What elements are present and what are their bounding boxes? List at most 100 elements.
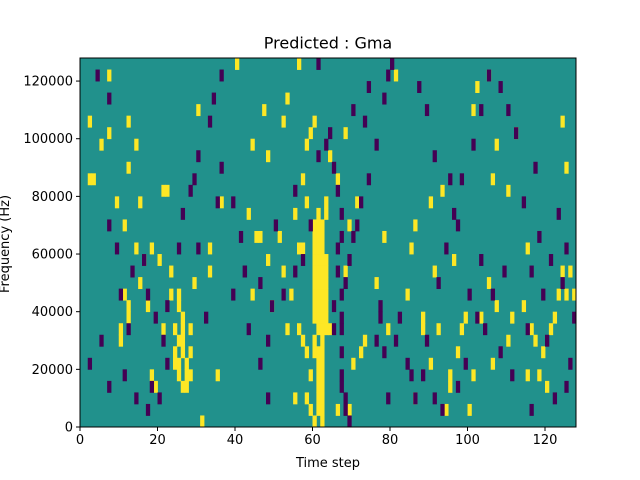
heatmap-cell	[316, 380, 321, 393]
heatmap-cell	[126, 323, 131, 336]
heatmap-cell	[343, 392, 348, 405]
heatmap-cell	[180, 311, 186, 324]
heatmap-cell	[436, 323, 441, 336]
heatmap-cell	[316, 392, 321, 405]
heatmap-cell	[545, 334, 550, 347]
heatmap-cell	[207, 115, 213, 128]
heatmap-cell	[254, 230, 259, 243]
heatmap-cell	[231, 196, 236, 209]
heatmap-cell	[281, 288, 286, 301]
heatmap-cell	[215, 369, 220, 382]
heatmap-cell	[448, 369, 453, 382]
heatmap-cell	[161, 334, 166, 347]
heatmap-cell	[335, 403, 341, 416]
heatmap-cell	[545, 380, 550, 393]
x-tick-label: 120	[533, 433, 558, 448]
heatmap-cell	[568, 357, 573, 370]
heatmap-cell	[114, 242, 120, 255]
x-axis-label: Time step	[295, 456, 360, 471]
heatmap-cell	[293, 207, 298, 220]
heatmap-cell	[266, 392, 271, 405]
heatmap-cell	[343, 277, 348, 290]
heatmap-cell	[382, 346, 387, 359]
heatmap-cell	[382, 230, 387, 243]
y-tick-label: 80000	[32, 190, 73, 205]
heatmap-cell	[405, 357, 410, 370]
heatmap-cell	[316, 300, 321, 313]
heatmap-cell	[320, 357, 325, 370]
heatmap-cell	[300, 173, 306, 186]
heatmap-cell	[238, 230, 244, 243]
heatmap-cell	[409, 369, 414, 382]
heatmap-cell	[180, 207, 186, 220]
heatmap-cell	[304, 346, 310, 359]
heatmap-cell	[207, 242, 213, 255]
heatmap-cell	[316, 230, 321, 243]
heatmap-cell	[269, 300, 275, 313]
heatmap-cell	[421, 369, 426, 382]
heatmap-cell	[285, 323, 290, 336]
heatmap-cell	[335, 265, 341, 278]
heatmap-cell	[250, 288, 255, 301]
heatmap-cell	[506, 104, 511, 117]
heatmap-cell	[328, 150, 333, 163]
heatmap-cell	[428, 196, 434, 209]
heatmap-cell	[258, 357, 263, 370]
heatmap-cell	[572, 288, 577, 301]
heatmap-cell	[87, 357, 93, 370]
heatmap-cell	[486, 69, 492, 82]
heatmap-cell	[273, 219, 279, 232]
heatmap-cell	[304, 138, 310, 151]
heatmap-cell	[548, 254, 554, 266]
heatmap-cell	[572, 311, 577, 324]
heatmap-cell	[320, 254, 325, 266]
heatmap-cell	[502, 265, 507, 278]
heatmap-cell	[351, 104, 356, 117]
heatmap-cell	[134, 138, 139, 151]
x-tick-label: 40	[227, 433, 244, 448]
heatmap-cell	[413, 392, 418, 405]
heatmap-cell	[359, 346, 364, 359]
heatmap-cell	[521, 196, 527, 209]
heatmap-cell	[122, 369, 127, 382]
heatmap-cell	[145, 288, 151, 301]
heatmap-cell	[122, 288, 127, 301]
y-tick-label: 0	[65, 421, 73, 436]
heatmap-cell	[204, 311, 209, 324]
heatmap-cell	[324, 323, 329, 336]
heatmap-cell	[335, 242, 341, 255]
heatmap-cell	[95, 69, 100, 82]
heatmap-cell	[393, 69, 399, 82]
heatmap-cell	[459, 173, 465, 186]
heatmap-cell	[215, 196, 220, 209]
heatmap-cell	[339, 311, 344, 324]
heatmap-cell	[320, 288, 325, 301]
heatmap-cell	[432, 392, 437, 405]
heatmap-cell	[114, 196, 120, 209]
heatmap-cell	[165, 300, 170, 313]
heatmap-cell	[351, 230, 356, 243]
heatmap-cell	[428, 357, 434, 370]
heatmap-cell	[277, 230, 282, 243]
heatmap-cell	[467, 288, 472, 301]
heatmap-cell	[324, 288, 329, 301]
heatmap-cell	[362, 115, 368, 128]
heatmap-cell	[455, 219, 461, 232]
heatmap-cell	[521, 300, 527, 313]
heatmap-cell	[312, 230, 317, 243]
heatmap-cell	[529, 403, 534, 416]
heatmap-cell	[448, 380, 453, 393]
heatmap-cell	[378, 300, 383, 313]
heatmap-cell	[312, 415, 317, 428]
heatmap-cell	[142, 254, 147, 266]
heatmap-cell	[347, 403, 352, 416]
heatmap-cell	[343, 127, 348, 140]
heatmap-cell	[149, 242, 155, 255]
heatmap-cell	[324, 265, 329, 278]
heatmap-cell	[506, 334, 511, 347]
heatmap-cell	[324, 138, 329, 151]
heatmap-cell	[525, 242, 530, 255]
heatmap-cell	[452, 254, 457, 266]
heatmap-cell	[258, 230, 263, 243]
heatmap-cell	[510, 369, 515, 382]
